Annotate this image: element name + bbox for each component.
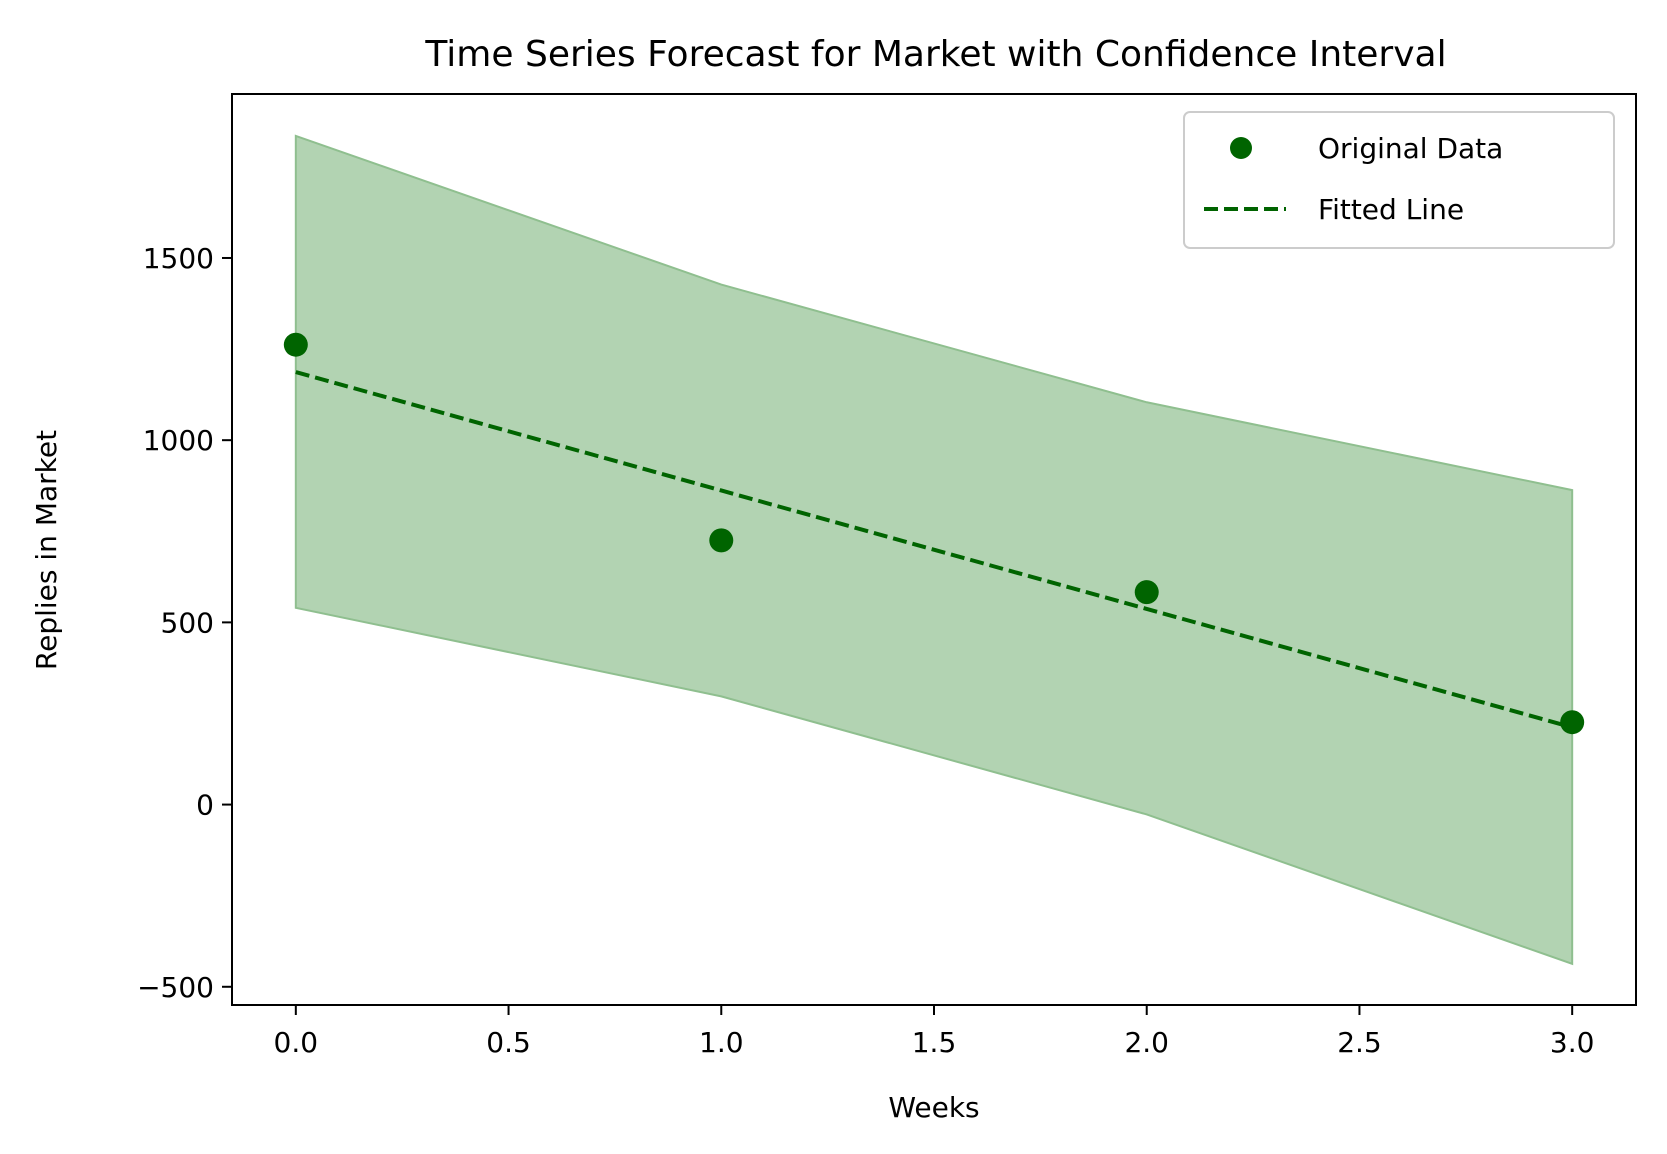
y-tick-label: 1500 xyxy=(143,242,214,275)
fitted-line xyxy=(295,370,1573,730)
legend: Original Data Fitted Line xyxy=(1183,111,1615,249)
y-tick-label: 1000 xyxy=(143,424,214,457)
x-tick-label: 2.5 xyxy=(1337,1026,1382,1059)
x-axis-label: Weeks xyxy=(888,1091,979,1124)
x-tick-label: 1.5 xyxy=(912,1026,957,1059)
x-tick-label: 0.5 xyxy=(486,1026,531,1059)
legend-box xyxy=(1183,111,1615,249)
legend-marker-original-data xyxy=(1230,137,1252,159)
plot-area xyxy=(283,134,1585,966)
data-point xyxy=(283,332,308,357)
x-axis: 0.0 0.5 1.0 1.5 2.0 2.5 3.0 xyxy=(274,1005,1595,1059)
x-tick-label: 2.0 xyxy=(1124,1026,1169,1059)
x-tick-label: 3.0 xyxy=(1550,1026,1595,1059)
chart-title: Time Series Forecast for Market with Con… xyxy=(424,34,1446,75)
x-tick-label: 1.0 xyxy=(699,1026,744,1059)
y-axis-label: Replies in Market xyxy=(30,430,63,670)
y-tick-label: −500 xyxy=(137,971,214,1004)
data-point xyxy=(709,528,734,553)
legend-label-fitted-line: Fitted Line xyxy=(1318,193,1464,226)
x-tick-label: 0.0 xyxy=(274,1026,319,1059)
y-tick-label: 0 xyxy=(196,789,214,822)
data-point xyxy=(1560,710,1585,735)
y-tick-label: 500 xyxy=(161,606,214,639)
data-point xyxy=(1134,580,1159,605)
legend-label-original-data: Original Data xyxy=(1318,132,1503,165)
y-axis: −500 0 500 1000 1500 xyxy=(137,242,232,1004)
